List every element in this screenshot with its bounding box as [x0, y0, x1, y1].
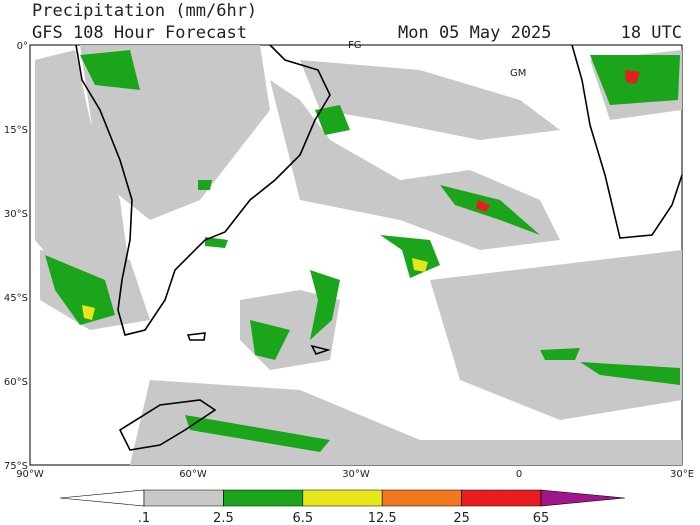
- colorbar-label: 6.5: [292, 511, 313, 525]
- colorbar-label: .1: [138, 511, 150, 525]
- colorbar-segment: [381, 489, 462, 507]
- colorbar-label: 12.5: [368, 511, 397, 525]
- colorbar-label: 2.5: [213, 511, 234, 525]
- lon-label: 90°W: [16, 469, 44, 480]
- place-label: GM: [510, 68, 526, 79]
- precip-gray: [35, 45, 682, 465]
- lat-label: 60°S: [4, 377, 28, 388]
- axis-labels: 0° 15°S 30°S 45°S 60°S 75°S90°W 60°W 30°W 0 30°E: [4, 41, 694, 480]
- lat-label: 0°: [17, 41, 28, 52]
- colorbar-segment: [540, 489, 626, 507]
- lat-label: 75°S: [4, 461, 28, 472]
- subtitle: GFS 108 Hour Forecast: [32, 23, 247, 43]
- colorbar-label: 65: [533, 511, 550, 525]
- precip-heavy: [45, 50, 680, 452]
- lon-label: 0: [516, 469, 522, 480]
- lat-label: 30°S: [4, 209, 28, 220]
- lon-label: 60°W: [179, 469, 207, 480]
- time: 18 UTC: [621, 23, 682, 43]
- date: Mon 05 May 2025: [398, 23, 552, 43]
- coastlines: [75, 44, 683, 451]
- lon-label: 30°E: [670, 469, 694, 480]
- colorbar-segment: [143, 489, 224, 507]
- colorbar-label: 25: [453, 511, 470, 525]
- colorbar-segment: [461, 489, 542, 507]
- colorbar-segment: [223, 489, 304, 507]
- lon-label: 30°W: [342, 469, 370, 480]
- map: FG GM: [29, 40, 683, 466]
- colorbar-segment: [302, 489, 383, 507]
- colorbar: .1 2.5 6.5 12.5 25 65: [59, 489, 626, 525]
- title: Precipitation (mm/6hr): [32, 1, 257, 21]
- lat-label: 45°S: [4, 293, 28, 304]
- place-label: FG: [348, 40, 362, 51]
- lat-label: 15°S: [4, 125, 28, 136]
- colorbar-segment: [59, 489, 145, 507]
